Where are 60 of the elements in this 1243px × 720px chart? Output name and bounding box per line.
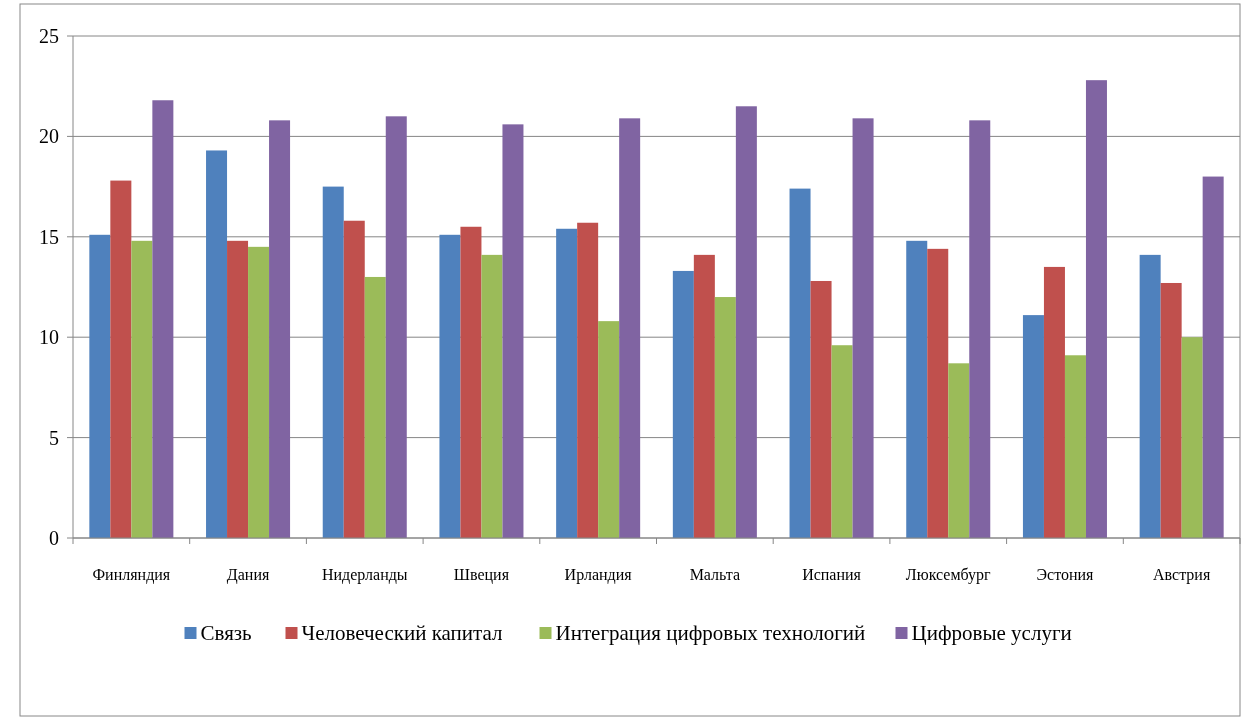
y-tick-label: 25 (39, 25, 59, 47)
bar (460, 226, 482, 538)
legend-label: Человеческий капитал (301, 621, 503, 645)
bar (906, 240, 928, 538)
bar (927, 248, 949, 538)
bar (152, 100, 174, 538)
bar (672, 270, 694, 538)
bar (1064, 355, 1086, 538)
bar (789, 188, 811, 538)
bar (131, 240, 153, 538)
x-tick-label: Эстония (1036, 566, 1095, 583)
bar (89, 234, 111, 538)
y-tick-label: 20 (39, 125, 59, 148)
bar (385, 116, 407, 538)
legend-label: Цифровые услуги (911, 621, 1072, 645)
bar (556, 228, 578, 538)
bar (206, 150, 228, 538)
bar (852, 118, 874, 538)
bar (1139, 254, 1161, 538)
x-tick-label: Испания (802, 566, 862, 583)
bar (598, 321, 620, 538)
bar (110, 180, 132, 538)
bar (1202, 176, 1224, 538)
y-tick-label: 15 (39, 225, 59, 248)
x-tick-label: Швеция (453, 566, 510, 584)
legend-label: Интеграция цифровых технологий (555, 621, 866, 645)
bar (481, 254, 503, 538)
bar (343, 220, 365, 538)
y-tick-label: 5 (49, 426, 59, 449)
bar (714, 297, 736, 538)
bar (1043, 266, 1065, 538)
bar (227, 240, 249, 538)
bar (1160, 282, 1182, 538)
bar (948, 363, 970, 538)
x-tick-label: Ирландия (564, 566, 633, 584)
bar (1085, 80, 1107, 538)
x-tick-label: Мальта (689, 566, 741, 583)
bar (1022, 315, 1044, 538)
y-tick-label: 0 (49, 527, 59, 549)
bar (439, 234, 461, 538)
bar (735, 106, 757, 538)
bar (248, 246, 270, 538)
bar (969, 120, 991, 538)
bar (1181, 337, 1203, 538)
x-tick-label: Австрия (1153, 566, 1211, 584)
x-tick-label: Нидерланды (321, 566, 408, 584)
bar (810, 280, 832, 538)
x-tick-label: Дания (226, 566, 270, 584)
x-tick-label: Финляндия (92, 566, 171, 584)
x-tick-label: Люксембург (905, 566, 992, 584)
bar (577, 222, 599, 538)
y-tick-label: 10 (39, 326, 59, 349)
bar (831, 345, 853, 538)
bar (502, 124, 524, 538)
bar (269, 120, 291, 538)
bar (693, 254, 715, 538)
bar (364, 276, 386, 538)
bar (619, 118, 641, 538)
bar (322, 186, 344, 538)
legend-label: Связь (200, 621, 252, 645)
